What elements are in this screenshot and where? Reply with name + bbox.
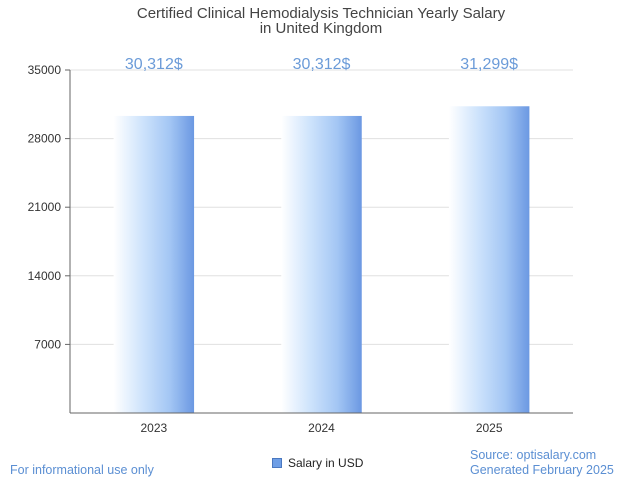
y-tick-label: 21000 (28, 200, 62, 214)
y-tick-label: 35000 (28, 63, 62, 77)
bar-2025[interactable] (448, 106, 530, 413)
chart-title-line-1: Certified Clinical Hemodialysis Technici… (137, 5, 506, 22)
generated-text: Generated February 2025 (470, 463, 614, 477)
y-tick-label: 28000 (28, 132, 62, 146)
bar-2024[interactable] (281, 115, 362, 414)
chart-title-line-2: in United Kingdom (260, 20, 383, 37)
data-label-2023: 30,312$ (125, 56, 183, 73)
disclaimer-text: For informational use only (10, 463, 154, 477)
source-text[interactable]: Source: optisalary.com (470, 448, 597, 462)
legend-label: Salary in USD (288, 456, 364, 470)
x-tick-label: 2023 (140, 421, 167, 435)
x-tick-label: 2024 (308, 421, 335, 435)
x-tick-label: 2025 (476, 421, 503, 435)
y-tick-label: 14000 (28, 269, 62, 283)
data-label-2025: 31,299$ (460, 56, 518, 73)
data-label-2024: 30,312$ (293, 56, 351, 73)
legend-swatch (272, 458, 282, 468)
y-tick-label: 7000 (34, 337, 61, 351)
legend: Salary in USD (272, 456, 363, 470)
bar-2023[interactable] (113, 115, 195, 414)
